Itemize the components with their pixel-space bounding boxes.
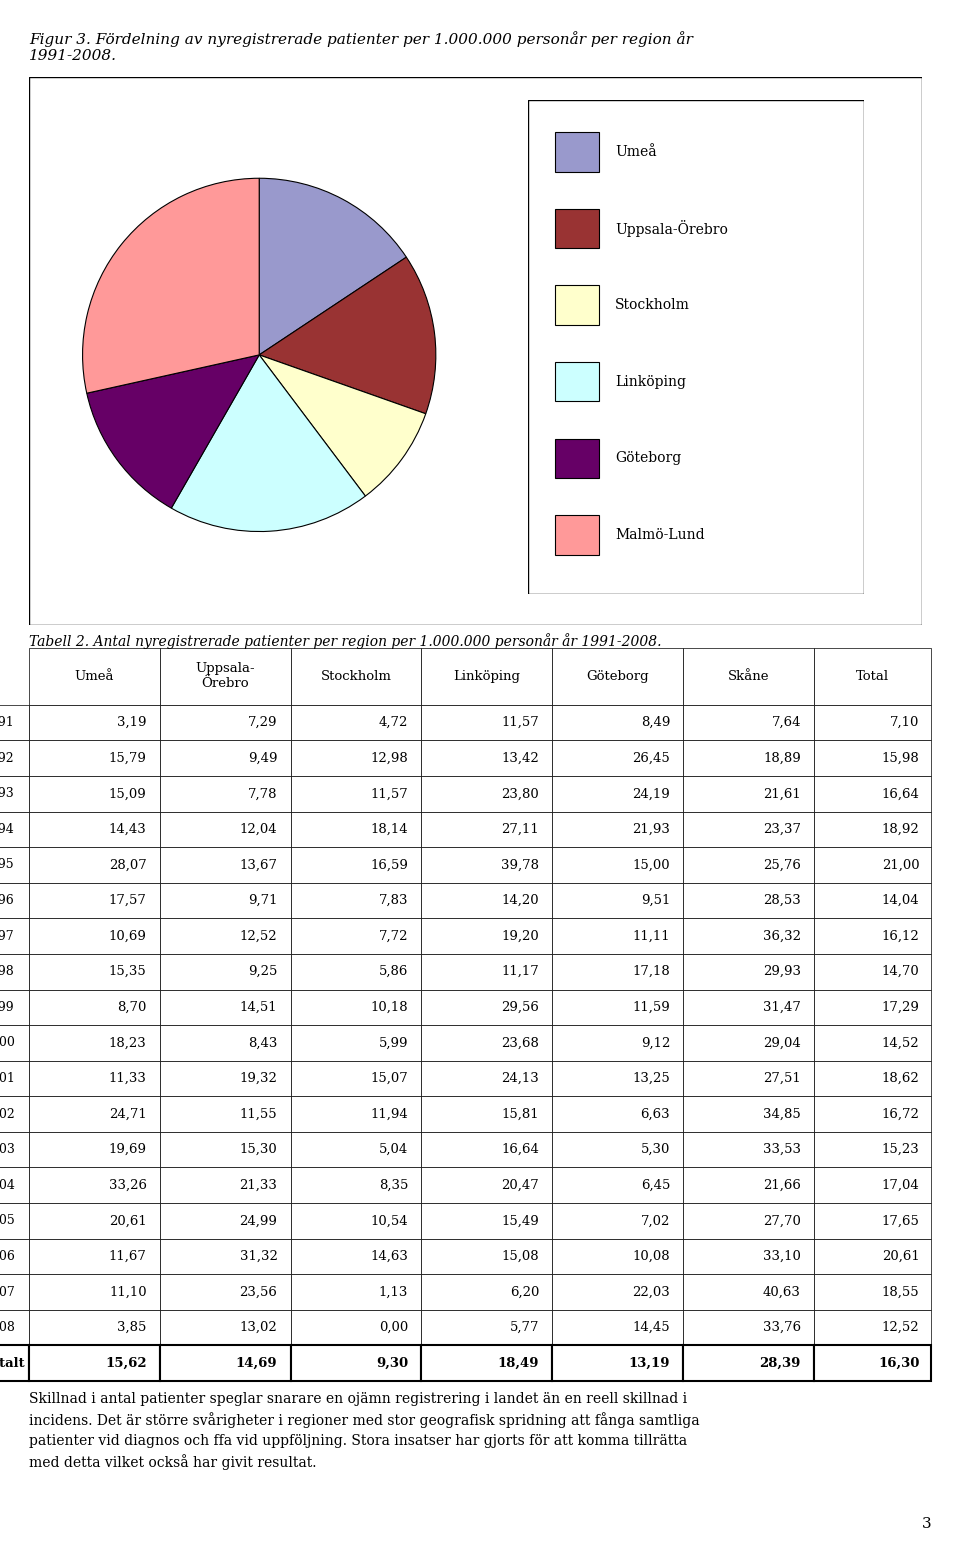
Wedge shape	[86, 355, 259, 508]
Wedge shape	[259, 179, 406, 355]
Text: 3: 3	[922, 1517, 931, 1531]
Text: Uppsala-Örebro: Uppsala-Örebro	[615, 221, 729, 238]
Text: Malmö-Lund: Malmö-Lund	[615, 528, 705, 542]
Text: Linköping: Linköping	[615, 375, 686, 389]
Wedge shape	[171, 355, 366, 531]
Text: Tabell 2. Antal nyregistrerade patienter per region per 1.000.000 personår år 19: Tabell 2. Antal nyregistrerade patienter…	[29, 633, 661, 648]
Wedge shape	[259, 258, 436, 414]
Wedge shape	[83, 179, 259, 393]
Text: Göteborg: Göteborg	[615, 451, 682, 466]
FancyBboxPatch shape	[555, 515, 599, 554]
Text: Umeå: Umeå	[615, 145, 657, 159]
FancyBboxPatch shape	[555, 133, 599, 171]
FancyBboxPatch shape	[555, 208, 599, 248]
FancyBboxPatch shape	[555, 285, 599, 326]
Text: Stockholm: Stockholm	[615, 298, 690, 312]
FancyBboxPatch shape	[555, 363, 599, 401]
FancyBboxPatch shape	[555, 438, 599, 478]
Text: Skillnad i antal patienter speglar snarare en ojämn registrering i landet än en : Skillnad i antal patienter speglar snara…	[29, 1392, 700, 1470]
Text: Figur 3. Fördelning av nyregistrerade patienter per 1.000.000 personår per regio: Figur 3. Fördelning av nyregistrerade pa…	[29, 31, 693, 63]
Wedge shape	[259, 355, 425, 495]
